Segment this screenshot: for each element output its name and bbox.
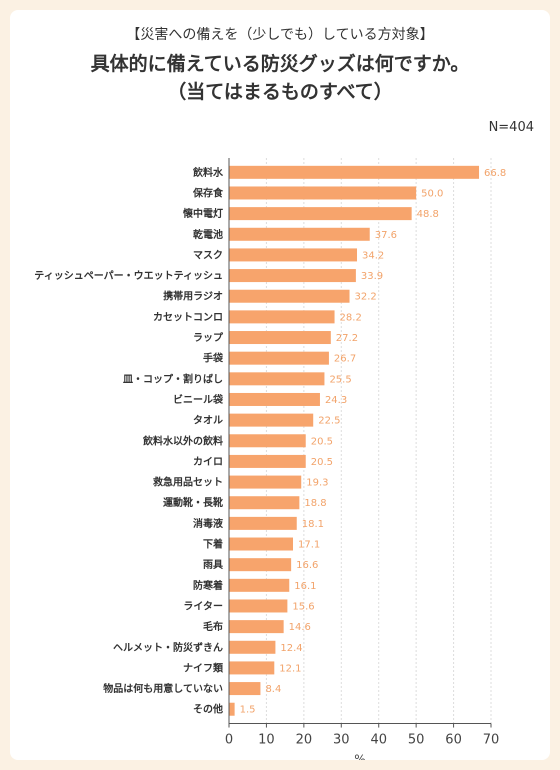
category-label: ナイフ類: [183, 661, 224, 674]
bar: [229, 454, 306, 468]
category-label: 乾電池: [193, 228, 223, 241]
bar: [229, 392, 320, 406]
bar: [229, 537, 294, 551]
category-label: 雨具: [203, 559, 223, 571]
value-label: 20.5: [311, 436, 333, 447]
bar: [229, 248, 358, 262]
x-axis-title: %: [354, 753, 365, 760]
bar: [229, 186, 417, 200]
x-tick-label: 50: [408, 733, 425, 748]
category-label: 懐中電灯: [183, 207, 223, 220]
bar: [229, 702, 235, 716]
value-label: 16.1: [294, 581, 316, 592]
value-label: 24.3: [325, 395, 347, 406]
bar: [229, 289, 350, 303]
category-label: 携帯用ラジオ: [163, 290, 223, 303]
category-label: 毛布: [203, 620, 223, 633]
category-label: 防寒着: [193, 579, 223, 592]
category-label: 物品は何も用意していない: [103, 682, 223, 695]
value-label: 18.8: [304, 498, 326, 509]
bar: [229, 516, 297, 530]
bar: [229, 310, 335, 324]
x-tick-label: 40: [370, 733, 387, 748]
category-label: 飲料水以外の飲料: [142, 434, 223, 447]
x-tick-label: 20: [296, 733, 313, 748]
bar: [229, 578, 290, 592]
chart-title: 具体的に備えている防災グッズは何ですか。 （当てはまるものすべて）: [10, 50, 550, 106]
value-label: 8.4: [265, 684, 281, 695]
value-label: 48.8: [417, 209, 439, 220]
chart-subtitle: 【災害への備えを（少しでも）している方対象】: [126, 27, 434, 43]
category-label: 保存食: [192, 186, 224, 199]
bar: [229, 599, 288, 613]
value-label: 28.2: [340, 312, 362, 323]
category-label: 消毒液: [193, 517, 223, 530]
category-label: ビニール袋: [173, 393, 224, 406]
x-tick-label: 10: [258, 733, 275, 748]
category-label: 皿・コップ・割りばし: [123, 372, 223, 385]
value-label: 25.5: [329, 374, 351, 385]
bar: [229, 682, 261, 696]
bar: [229, 269, 356, 283]
bar: [229, 475, 302, 489]
value-label: 15.6: [292, 601, 314, 612]
chart-title-line1: 具体的に備えている防災グッズは何ですか。: [90, 53, 470, 75]
value-label: 26.7: [334, 354, 356, 365]
value-label: 66.8: [484, 168, 506, 179]
value-label: 12.1: [279, 663, 301, 674]
value-label: 50.0: [421, 188, 443, 199]
category-label: 救急用品セット: [153, 476, 223, 489]
category-label: 下着: [203, 538, 223, 551]
category-label: カイロ: [193, 456, 223, 468]
category-label: 運動靴・長靴: [163, 496, 223, 509]
x-tick-label: 70: [483, 733, 500, 748]
category-label: 飲料水: [192, 166, 224, 179]
value-label: 16.6: [296, 560, 318, 571]
value-label: 32.2: [355, 292, 377, 303]
value-label: 1.5: [240, 705, 256, 716]
bar: [229, 351, 329, 365]
value-label: 19.3: [306, 478, 328, 489]
chart-card: 【災害への備えを（少しでも）している方対象】 具体的に備えている防災グッズは何で…: [10, 10, 550, 760]
category-label: カセットコンロ: [153, 311, 223, 323]
bar: [229, 496, 300, 510]
x-tick-label: 30: [333, 733, 350, 748]
x-tick-label: 60: [445, 733, 462, 748]
bar-chart: 飲料水 66.8 保存食 50.0 懐中電灯 48.8 乾電池 37.6 マスク 34.2 ティッシ…: [34, 158, 506, 760]
value-label: 18.1: [302, 519, 324, 530]
category-label: マスク: [193, 249, 223, 261]
value-label: 12.4: [280, 643, 302, 654]
bar: [229, 640, 276, 654]
value-label: 20.5: [311, 457, 333, 468]
x-tick-label: 0: [225, 733, 233, 748]
value-label: 22.5: [318, 416, 340, 427]
value-label: 14.6: [289, 622, 311, 633]
bar: [229, 165, 480, 179]
category-label: ライター: [183, 600, 223, 612]
value-label: 34.2: [362, 250, 384, 261]
value-label: 33.9: [361, 271, 383, 282]
value-label: 27.2: [336, 333, 358, 344]
category-label: ラップ: [193, 331, 224, 344]
bar: [229, 413, 314, 427]
bar: [229, 661, 275, 675]
category-label: ティッシュペーパー・ウエットティッシュ: [34, 270, 223, 282]
bar: [229, 558, 292, 572]
chart-title-line2: （当てはまるものすべて）: [167, 81, 393, 103]
value-label: 17.1: [298, 540, 320, 551]
category-label: ヘルメット・防災ずきん: [113, 641, 223, 654]
bar: [229, 331, 331, 345]
bar: [229, 434, 306, 448]
bar: [229, 227, 370, 241]
category-label: 手袋: [203, 352, 224, 365]
bar: [229, 620, 284, 634]
sample-size-label: N=404: [488, 120, 534, 135]
category-label: タオル: [193, 415, 223, 427]
category-label: その他: [193, 703, 223, 716]
bar: [229, 207, 412, 221]
bar: [229, 372, 325, 386]
value-label: 37.6: [375, 230, 397, 241]
